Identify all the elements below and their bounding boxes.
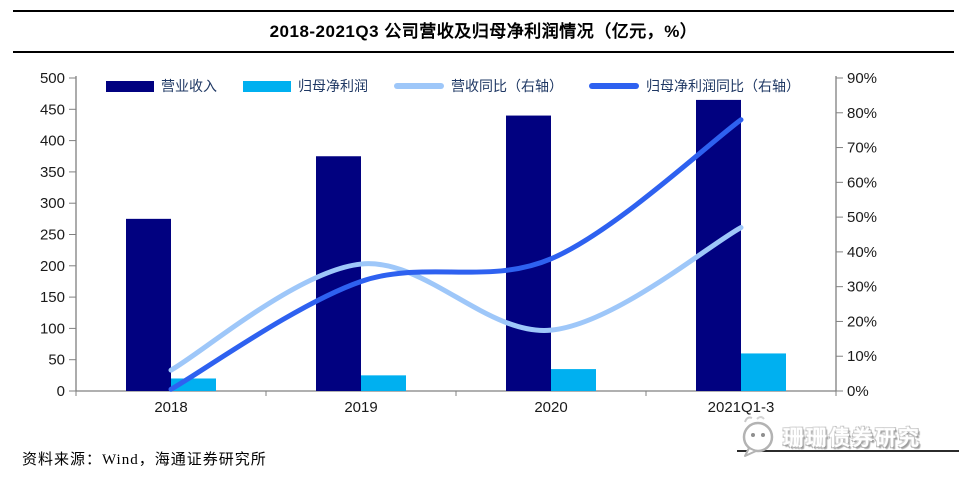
left-axis-tick-label: 250 [40,227,65,244]
legend-item: 营业收入 [106,76,217,96]
right-axis-tick-label: 10% [847,348,877,365]
category-label: 2020 [534,399,567,416]
category-label: 2021Q1-3 [708,399,775,416]
category-label: 2019 [344,399,377,416]
watermark-text: 珊珊债券研究 [783,427,921,450]
title-top-rule [13,10,954,12]
legend-label: 归母净利润同比（右轴） [646,78,800,94]
bar-net-profit [551,369,596,391]
legend-item: 营收同比（右轴） [394,76,563,96]
chart-legend: 营业收入 归母净利润 营收同比（右轴） 归母净利润同比（右轴） [106,76,800,96]
wechat-face-icon [742,416,774,457]
bar-net-profit [361,375,406,391]
legend-line-swatch [394,83,444,89]
right-axis-tick-label: 60% [847,174,877,191]
legend-label: 归母净利润 [298,78,368,94]
bar-revenue [126,218,171,391]
left-axis-tick-label: 0 [57,383,65,400]
brand-watermark: 珊珊债券研究 [737,414,959,460]
left-axis-tick-label: 200 [40,258,65,275]
left-axis-tick-label: 300 [40,195,65,212]
right-axis-tick-label: 20% [847,313,877,330]
legend-item: 归母净利润 [243,76,368,96]
left-axis-tick-label: 350 [40,164,65,181]
source-note: 资料来源：Wind，海通证券研究所 [22,452,267,468]
chart-title: 2018-2021Q3 公司营收及归母净利润情况（亿元，%） [269,22,698,41]
left-axis-tick-label: 400 [40,133,65,150]
right-axis-tick-label: 90% [847,70,877,87]
bar-revenue [696,99,741,391]
left-axis-tick-label: 50 [48,352,65,369]
watermark-underline [737,450,959,452]
category-label: 2018 [154,399,187,416]
line-net-profit-yoy [168,117,744,392]
legend-item: 归母净利润同比（右轴） [589,76,800,96]
chart-canvas: 0 50 100 150 200 250 300 350 400 450 500 0% 10% 20% 30… [40,70,877,416]
right-axis-tick-label: 80% [847,105,877,122]
bar-net-profit [741,353,786,391]
legend-bar-swatch [106,80,154,92]
left-axis-tick-label: 150 [40,289,65,306]
bar-revenue [506,115,551,391]
right-axis-tick-label: 0% [847,383,869,400]
chart-area: 0 50 100 150 200 250 300 350 400 450 500 0% 10% 20% 30… [0,58,967,430]
legend-line-swatch [589,83,639,89]
left-axis-tick-label: 450 [40,101,65,118]
right-axis-tick-label: 40% [847,244,877,261]
line-revenue-yoy [168,225,744,373]
right-axis-tick-label: 30% [847,279,877,296]
legend-label: 营收同比（右轴） [451,78,563,94]
right-axis-tick-label: 50% [847,209,877,226]
legend-label: 营业收入 [161,78,217,94]
left-axis-tick-label: 100 [40,320,65,337]
title-bottom-rule [13,51,954,53]
right-axis-tick-label: 70% [847,140,877,157]
legend-bar-swatch [243,80,291,92]
left-axis-tick-label: 500 [40,70,65,87]
